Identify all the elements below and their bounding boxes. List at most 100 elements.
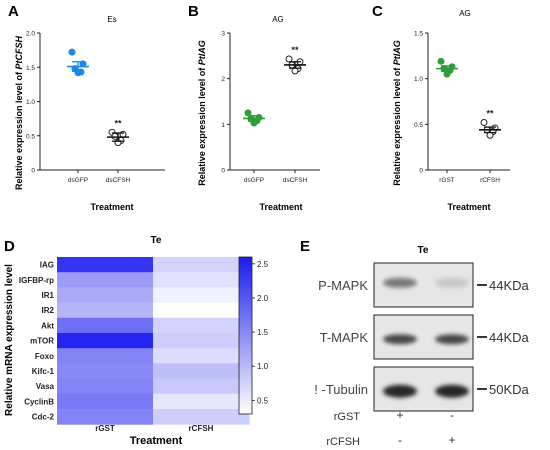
heatmap-column-label: rCFSH bbox=[189, 424, 214, 433]
panel-letter-c: C bbox=[372, 3, 383, 20]
blot-row-label: ! -Tubulin bbox=[314, 382, 368, 397]
heatmap-cell bbox=[57, 378, 154, 395]
heatmap-cell bbox=[57, 317, 154, 334]
heatmap-column-label: rGST bbox=[95, 424, 115, 433]
panel-c-title: AG bbox=[459, 9, 471, 18]
blot-size-label: 44KDa bbox=[489, 330, 530, 345]
data-point-c bbox=[480, 119, 488, 127]
panel-letter-a: A bbox=[8, 3, 19, 20]
significance-label-c: ** bbox=[486, 109, 494, 119]
panel-d: D Te Relative mRNA expression level Trea… bbox=[4, 235, 269, 447]
panel-d-title: Te bbox=[151, 235, 162, 246]
lane-mark: - bbox=[398, 433, 402, 447]
panel-b-ylabel: Relative expression level of PtIAG bbox=[197, 40, 207, 186]
heatmap-cell bbox=[153, 348, 250, 364]
heatmap-row-label: IR2 bbox=[42, 306, 55, 315]
y-tick-label-a: 1.0 bbox=[26, 99, 35, 106]
blot-band bbox=[383, 334, 417, 345]
y-tick-label-b: 1 bbox=[221, 122, 225, 129]
panel-letter-e: E bbox=[300, 238, 310, 255]
lane-condition-label: rGST bbox=[334, 411, 361, 423]
y-tick-label-c: 1.0 bbox=[414, 76, 423, 83]
panel-d-ylabel: Relative mRNA expression level bbox=[4, 264, 15, 416]
colorbar bbox=[238, 256, 253, 415]
colorbar-tick-label: 0.5 bbox=[257, 396, 269, 405]
heatmap-cell bbox=[57, 272, 154, 288]
heatmap-cell bbox=[57, 287, 154, 304]
panel-a-ylabel: Relative expression level of PtCFSH bbox=[14, 35, 24, 190]
colorbar-tick-label: 2.5 bbox=[257, 260, 269, 269]
panel-e-title: Te bbox=[418, 245, 429, 256]
heatmap-cell bbox=[57, 257, 154, 273]
heatmap-row-label: IGFBP-rp bbox=[19, 276, 54, 285]
blot-row-label: P-MAPK bbox=[318, 278, 368, 293]
panel-a: A Es Relative expression level of PtCFSH… bbox=[8, 3, 165, 212]
heatmap-cell bbox=[57, 363, 154, 380]
blot-band bbox=[435, 384, 469, 398]
heatmap-cell bbox=[57, 393, 154, 410]
x-tick-label-c: rGST bbox=[439, 177, 455, 184]
panel-b: B AG Relative expression level of PtIAG … bbox=[188, 3, 320, 212]
blot-row-label: T-MAPK bbox=[320, 330, 369, 345]
blot-band bbox=[383, 277, 417, 288]
panel-a-xlabel: Treatment bbox=[90, 202, 133, 212]
heatmap-cell bbox=[153, 287, 250, 304]
colorbar-tick-label: 1.5 bbox=[257, 328, 269, 337]
heatmap-row-label: Foxo bbox=[35, 352, 54, 361]
blot-size-label: 44KDa bbox=[489, 278, 530, 293]
blot-band bbox=[435, 334, 469, 345]
heatmap-cell bbox=[57, 409, 154, 425]
lane-mark: - bbox=[450, 408, 454, 422]
x-tick-label-b: dsCFSH bbox=[283, 177, 308, 184]
lane-mark: + bbox=[448, 433, 455, 447]
heatmap-cell bbox=[153, 333, 250, 349]
heatmap-cell bbox=[57, 302, 154, 319]
heatmap-cell bbox=[57, 333, 154, 349]
heatmap-cell bbox=[153, 257, 250, 273]
x-tick-label-c: rCFSH bbox=[480, 177, 500, 184]
x-tick-label-a: dsCFSH bbox=[106, 177, 131, 184]
panel-c-ylabel: Relative expression level of PtIAG bbox=[392, 40, 402, 186]
heatmap-row-label: Akt bbox=[41, 321, 54, 330]
panel-c: C AG Relative expression level of PtIAG … bbox=[372, 3, 510, 212]
x-tick-label-a: dsGFP bbox=[68, 177, 88, 184]
colorbar-tick-label: 1.0 bbox=[257, 362, 269, 371]
data-point-c bbox=[437, 57, 445, 65]
heatmap-cell bbox=[153, 272, 250, 288]
y-tick-label-b: 2 bbox=[221, 76, 225, 83]
data-point-a bbox=[68, 48, 76, 56]
y-tick-label-a: 0.5 bbox=[26, 133, 35, 140]
blot-size-label: 50KDa bbox=[489, 382, 530, 397]
significance-label-a: ** bbox=[114, 118, 122, 128]
heatmap-row-label: Vasa bbox=[36, 382, 55, 391]
lane-mark: + bbox=[396, 408, 403, 422]
y-tick-label-c: 1.5 bbox=[414, 31, 423, 38]
y-tick-label-c: 0 bbox=[419, 168, 423, 175]
heatmap-row-label: mTOR bbox=[30, 337, 54, 346]
y-tick-label-c: 0.5 bbox=[414, 122, 423, 129]
panel-e: E Te P-MAPK 44KDa T-MAPK 44KDa ! -Tubulin 50K… bbox=[300, 238, 530, 448]
lane-condition-label: rCFSH bbox=[326, 436, 360, 448]
heatmap-row-label: Kifc-1 bbox=[32, 367, 55, 376]
significance-label-b: ** bbox=[291, 45, 299, 55]
heatmap-cell bbox=[153, 302, 250, 319]
heatmap-row-label: Cdc-2 bbox=[32, 413, 55, 422]
panel-letter-d: D bbox=[4, 238, 15, 255]
heatmap-row-label: CyclinB bbox=[24, 397, 54, 406]
blot-band bbox=[383, 384, 417, 398]
panel-b-xlabel: Treatment bbox=[259, 202, 302, 212]
panel-d-xlabel: Treatment bbox=[130, 435, 183, 447]
y-tick-label-b: 3 bbox=[221, 31, 225, 38]
panel-a-title: Es bbox=[107, 15, 116, 24]
y-tick-label-a: 1.5 bbox=[26, 65, 35, 72]
panel-b-title: AG bbox=[272, 15, 284, 24]
colorbar-tick-label: 2.0 bbox=[257, 294, 269, 303]
heatmap-cell bbox=[153, 317, 250, 334]
heatmap-cell bbox=[153, 393, 250, 410]
y-tick-label-a: 0 bbox=[31, 168, 35, 175]
y-tick-label-a: 2.0 bbox=[26, 31, 35, 38]
panel-letter-b: B bbox=[188, 3, 199, 20]
heatmap-cell bbox=[153, 409, 250, 425]
heatmap-cell bbox=[153, 378, 250, 395]
x-tick-label-b: dsGFP bbox=[244, 177, 264, 184]
